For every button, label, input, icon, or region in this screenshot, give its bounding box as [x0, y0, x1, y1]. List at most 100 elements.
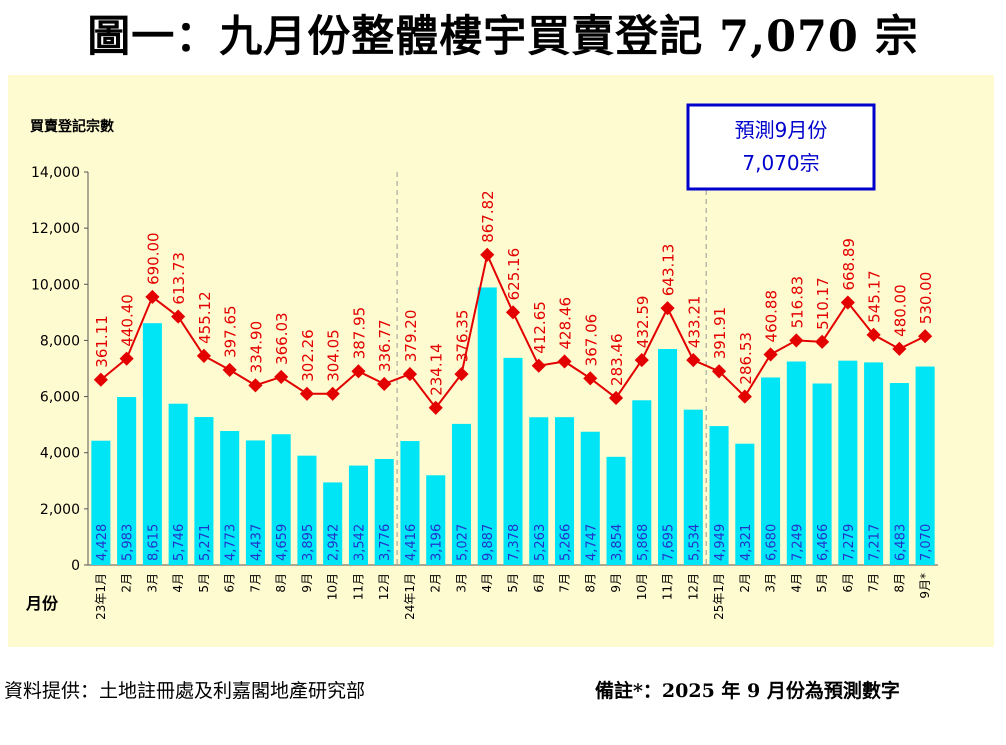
bar: [400, 441, 420, 565]
bar-data-label: 3,895: [301, 524, 316, 561]
x-tick-label: 4月: [480, 573, 494, 593]
line-marker: [660, 301, 675, 316]
x-tick-label: 25年1月: [712, 573, 726, 620]
bar-data-label: 6,466: [816, 524, 831, 561]
bar: [709, 426, 729, 565]
bar: [503, 357, 523, 565]
x-tick-label: 5月: [815, 573, 829, 593]
x-tick-label: 4月: [171, 573, 185, 593]
bar-series: [91, 287, 935, 565]
line-data-label: 361.11: [93, 315, 111, 368]
x-tick-label: 9月: [609, 573, 623, 593]
bar: [812, 383, 832, 565]
line-marker: [196, 348, 211, 363]
line-marker: [634, 353, 649, 368]
page-title: 圖一：九月份整體樓宇買賣登記 7,070 宗: [87, 12, 919, 62]
x-tick-label: 8月: [892, 573, 906, 593]
line-labels: 361.11 440.40 690.00 613.73 455.12 397.65 334.…: [93, 190, 935, 395]
x-tick-label: 23年1月: [94, 573, 108, 620]
line-data-label: 302.26: [299, 329, 317, 382]
y-axis-label: 買賣登記宗數: [30, 118, 114, 135]
bar: [426, 475, 446, 565]
bar: [323, 482, 343, 565]
bar: [915, 366, 935, 565]
line-data-label: 643.13: [660, 244, 678, 297]
bar-data-label: 7,279: [842, 524, 857, 561]
line-marker: [402, 367, 418, 382]
source-note: 資料提供：土地註冊處及利嘉閣地產研究部: [4, 680, 366, 702]
forecast-footnote: 備註*：2025 年 9 月份為預測數字: [595, 680, 900, 702]
line-data-label: 376.35: [453, 310, 471, 363]
y-tick-label: 2,000: [40, 502, 80, 518]
line-data-label: 433.21: [685, 296, 703, 349]
line-marker: [557, 354, 572, 369]
line-marker: [763, 347, 778, 362]
bar-data-label: 4,428: [95, 524, 110, 561]
chart: 買賣登記宗數 月份 0 2,000 4,000 6,000 8,000 10,000 12,…: [8, 75, 994, 647]
bar: [245, 440, 265, 565]
bar: [529, 417, 549, 565]
line-data-label: 460.88: [763, 290, 781, 343]
bar-data-label: 2,942: [327, 524, 342, 561]
line-series: [93, 247, 933, 415]
forecast-box: [686, 103, 876, 191]
x-tick-label: 11月: [351, 573, 365, 600]
year-dividers: [396, 172, 707, 565]
line-marker: [505, 305, 521, 320]
bar: [168, 403, 188, 565]
x-tick-label: 8月: [274, 573, 288, 593]
line-data-label: 480.00: [891, 284, 909, 337]
x-tick-label: 11月: [661, 573, 675, 600]
bar-data-label: 7,249: [790, 524, 805, 561]
line-data-label: 412.65: [531, 301, 549, 354]
x-tick-label: 12月: [686, 573, 700, 600]
bar-data-label: 3,542: [352, 524, 367, 561]
line-data-label: 283.46: [608, 333, 626, 386]
y-tick-label: 14,000: [31, 165, 80, 181]
bar-data-label: 7,070: [919, 524, 934, 561]
line-marker: [325, 386, 340, 401]
x-tick-label: 2月: [429, 573, 443, 593]
bar-data-label: 5,868: [636, 524, 651, 561]
y-tick-label: 10,000: [31, 277, 80, 293]
x-tick-label: 12月: [377, 573, 391, 600]
bar-data-label: 7,217: [868, 524, 883, 561]
bar: [580, 431, 600, 565]
x-tick-label: 2月: [738, 573, 752, 593]
line-data-label: 668.89: [840, 238, 858, 291]
bar: [451, 423, 472, 565]
line-marker: [119, 351, 134, 366]
line-data-label: 613.73: [170, 252, 188, 305]
bar-data-label: 4,659: [275, 524, 290, 561]
bar-data-label: 4,773: [224, 524, 239, 561]
y-axis-ticks: 0 2,000 4,000 6,000 8,000 10,000 12,000 14,000: [31, 165, 88, 574]
bar: [786, 361, 806, 565]
line-marker: [454, 367, 469, 382]
y-tick-label: 6,000: [40, 390, 80, 406]
line-marker: [248, 378, 263, 393]
bar: [194, 417, 214, 565]
y-tick-label: 12,000: [31, 221, 80, 237]
bar: [117, 397, 137, 565]
bar: [632, 400, 652, 565]
line-data-label: 286.53: [737, 332, 755, 385]
bar-data-label: 5,271: [198, 524, 213, 561]
line-marker: [145, 289, 160, 304]
bar: [658, 348, 678, 565]
line-data-label: 391.91: [711, 307, 729, 360]
line-data-label: 545.17: [866, 270, 884, 323]
bar-labels: 4,428 5,983 8,615 5,746 5,271 4,773 4,437 4,659…: [95, 524, 934, 561]
y-tick-label: 8,000: [40, 333, 80, 349]
bar-data-label: 3,196: [430, 524, 445, 561]
bar: [297, 455, 317, 565]
x-tick-label: 5月: [506, 573, 520, 593]
line-data-label: 234.14: [428, 343, 446, 396]
line-data-label: 625.16: [505, 248, 523, 301]
line-marker: [428, 400, 443, 415]
x-tick-label: 7月: [867, 573, 881, 593]
bar-data-label: 5,263: [533, 524, 548, 561]
bar-data-label: 5,534: [687, 524, 702, 561]
bar-data-label: 4,949: [713, 524, 728, 561]
x-tick-label: 6月: [532, 573, 546, 593]
bar-data-label: 5,027: [455, 524, 470, 561]
